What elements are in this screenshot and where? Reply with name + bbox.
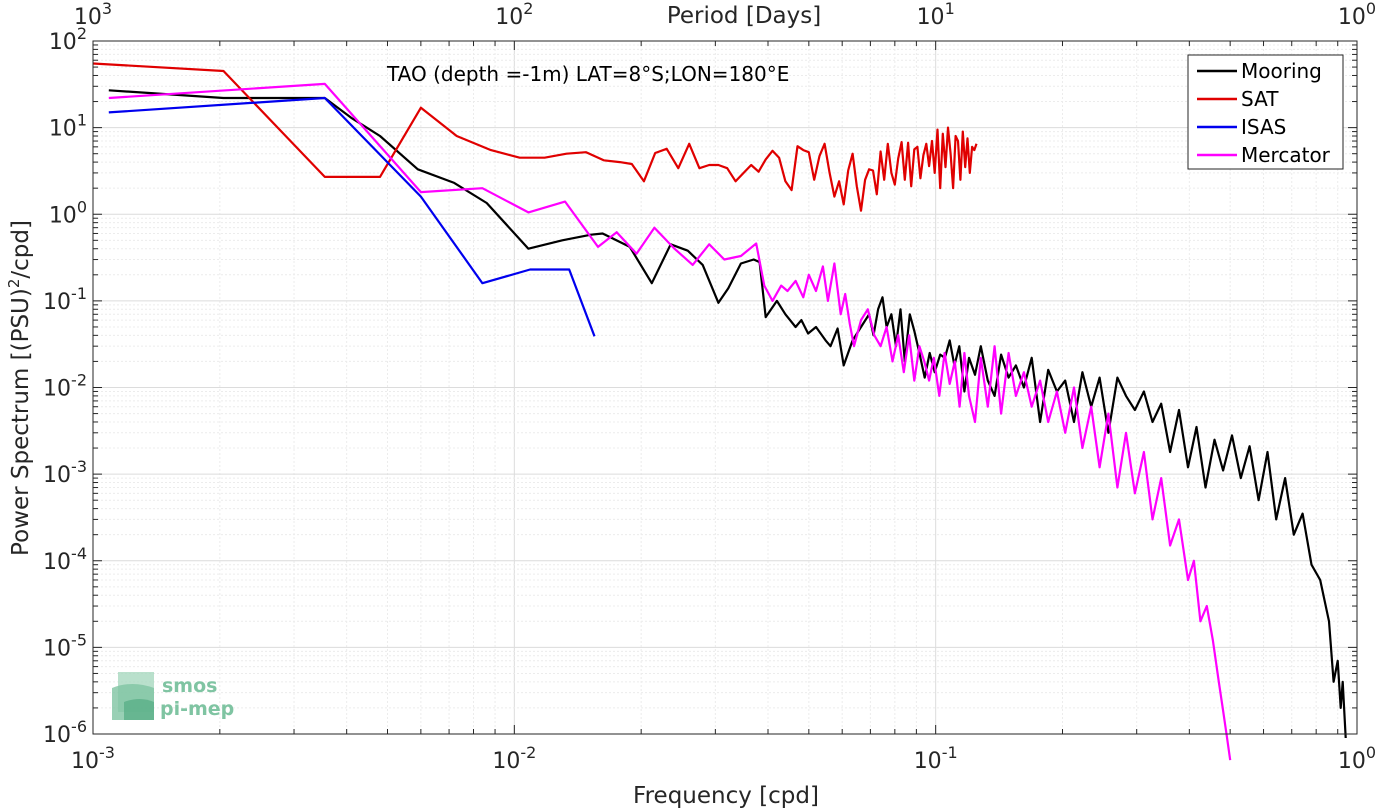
- legend-label-mercator: Mercator: [1241, 143, 1331, 167]
- top-tick-label: 103: [74, 0, 112, 30]
- top-tick-label: 101: [917, 0, 955, 30]
- y-tick-label: 10-3: [43, 457, 87, 488]
- x-tick-label: 10-3: [71, 743, 115, 774]
- x-axis-label: Frequency [cpd]: [633, 783, 819, 809]
- y-tick-label: 101: [49, 111, 87, 142]
- top-tick-label: 102: [495, 0, 533, 30]
- legend-box: [1187, 54, 1344, 170]
- legend-label-isas: ISAS: [1241, 115, 1286, 139]
- top-x-axis-label: Period [Days]: [667, 3, 821, 29]
- y-tick-label: 10-6: [43, 717, 87, 748]
- series-line-sat: [92, 62, 978, 212]
- grid: [93, 41, 1357, 734]
- series-line-mooring: [108, 89, 1347, 739]
- y-axis-label-exp: 2: [5, 279, 23, 289]
- logo-emblem-icon: [112, 672, 154, 720]
- top-tick-label: 100: [1338, 0, 1376, 30]
- chart-annotation: TAO (depth =-1m) LAT=8°S;LON=180°E: [386, 62, 789, 86]
- axes: [92, 40, 1358, 735]
- y-tick-label: 10-1: [43, 284, 87, 315]
- logo-text-smos: smos: [162, 675, 217, 697]
- y-axis-label: Power Spectrum [(PSU)2/cpd]: [5, 220, 34, 556]
- x-tick-label: 10-2: [492, 743, 536, 774]
- series-line-mercator: [108, 82, 1232, 761]
- smos-pi-mep-logo: smos pi-mep: [112, 672, 234, 720]
- y-axis-label-tail: /cpd]: [8, 220, 34, 279]
- y-tick-label: 10-4: [43, 544, 87, 575]
- x-tick-label: 10-1: [914, 743, 958, 774]
- plot-area: [92, 62, 1347, 761]
- legend-label-mooring: Mooring: [1241, 59, 1322, 83]
- y-tick-label: 10-2: [43, 371, 87, 402]
- legend: Mooring SAT ISAS Mercator: [1187, 54, 1344, 170]
- y-tick-label: 10-5: [43, 630, 87, 661]
- x-tick-label: 100: [1338, 743, 1376, 774]
- y-tick-label: 102: [49, 24, 87, 55]
- logo-text-pi-mep: pi-mep: [160, 698, 234, 720]
- y-tick-label: 100: [49, 197, 87, 228]
- series-line-isas: [108, 96, 596, 337]
- legend-label-sat: SAT: [1241, 87, 1279, 111]
- y-axis-label-main: Power Spectrum [(PSU): [8, 288, 34, 556]
